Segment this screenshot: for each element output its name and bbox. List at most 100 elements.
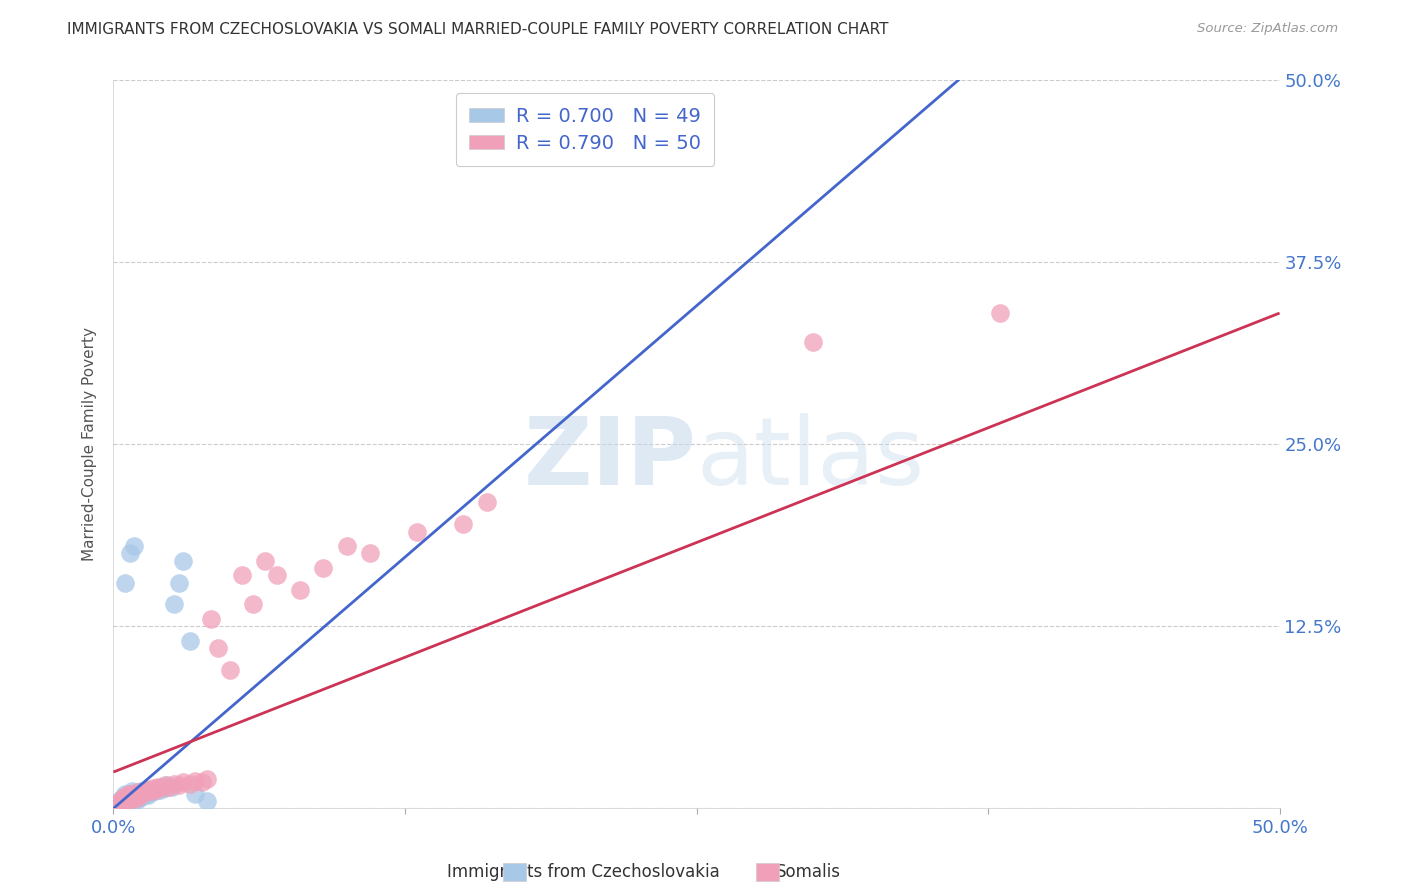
Point [139, 784, 162, 798]
Point [336, 539, 359, 553]
Point [159, 780, 181, 794]
Point [118, 787, 141, 801]
Point [118, 791, 141, 805]
Point [114, 791, 136, 805]
Point [266, 568, 288, 582]
Point [117, 789, 139, 803]
Point [117, 789, 139, 803]
Point [107, 798, 129, 813]
Point [172, 554, 194, 568]
Point [128, 789, 150, 803]
Point [124, 789, 146, 804]
Point [191, 775, 214, 789]
Point [128, 785, 150, 799]
Point [138, 782, 160, 797]
Point [167, 778, 190, 792]
Point [145, 782, 167, 797]
Point [125, 785, 148, 799]
Point [117, 793, 139, 807]
Point [801, 335, 824, 350]
Point [163, 777, 186, 791]
Point [131, 784, 153, 798]
Point [475, 495, 498, 509]
Point [117, 796, 139, 810]
Point [200, 612, 222, 626]
Point [114, 797, 136, 811]
Point [153, 778, 176, 792]
Point [405, 524, 427, 539]
Point [184, 787, 207, 801]
Point [107, 797, 129, 811]
Point [121, 789, 143, 804]
Point [131, 787, 153, 801]
Point [114, 575, 136, 590]
Point [145, 784, 167, 798]
Point [312, 561, 335, 575]
Point [118, 546, 141, 560]
Point [179, 633, 201, 648]
Text: atlas: atlas [696, 413, 925, 505]
Point [118, 796, 141, 810]
Point [111, 796, 134, 810]
Point [125, 793, 148, 807]
Point [242, 598, 264, 612]
Point [142, 780, 165, 795]
Point [110, 793, 132, 807]
Point [219, 663, 242, 677]
Point [149, 782, 172, 797]
Text: Source: ZipAtlas.com: Source: ZipAtlas.com [1198, 22, 1339, 36]
Point [111, 797, 134, 811]
Point [111, 789, 134, 804]
Point [118, 793, 141, 807]
Point [114, 789, 136, 804]
Text: Somalis: Somalis [776, 863, 841, 881]
Point [111, 791, 134, 805]
Point [132, 784, 155, 798]
Point [131, 789, 153, 804]
Point [121, 784, 143, 798]
Point [138, 782, 160, 797]
Point [132, 789, 155, 803]
Point [149, 780, 172, 795]
Point [128, 791, 150, 805]
Point [359, 546, 381, 560]
Point [207, 641, 229, 656]
Point [114, 787, 136, 801]
Point [138, 789, 160, 803]
Point [135, 787, 157, 801]
Point [184, 773, 207, 788]
Point [110, 796, 132, 810]
Text: Immigrants from Czechoslovakia: Immigrants from Czechoslovakia [447, 863, 720, 881]
Point [179, 777, 201, 791]
Point [121, 794, 143, 808]
Point [139, 785, 162, 799]
Point [156, 778, 179, 792]
Point [124, 539, 146, 553]
Point [254, 554, 277, 568]
Point [124, 793, 146, 807]
Point [117, 793, 139, 807]
Point [135, 785, 157, 799]
Point [124, 789, 146, 803]
Point [172, 775, 194, 789]
Text: IMMIGRANTS FROM CZECHOSLOVAKIA VS SOMALI MARRIED-COUPLE FAMILY POVERTY CORRELATI: IMMIGRANTS FROM CZECHOSLOVAKIA VS SOMALI… [67, 22, 889, 37]
Point [231, 568, 253, 582]
Point [118, 787, 141, 801]
Point [114, 794, 136, 808]
Point [110, 794, 132, 808]
Text: ZIP: ZIP [523, 413, 696, 505]
Point [146, 780, 169, 795]
Point [125, 791, 148, 805]
Legend: R = 0.700   N = 49, R = 0.790   N = 50: R = 0.700 N = 49, R = 0.790 N = 50 [456, 94, 714, 166]
Point [195, 794, 218, 808]
Point [195, 772, 218, 787]
Y-axis label: Married-Couple Family Poverty: Married-Couple Family Poverty [83, 327, 97, 561]
Point [160, 780, 183, 794]
Point [142, 782, 165, 797]
Point [988, 306, 1011, 320]
Point [121, 787, 143, 801]
Point [146, 780, 169, 794]
Point [288, 582, 311, 597]
Point [153, 780, 176, 795]
Point [121, 791, 143, 805]
